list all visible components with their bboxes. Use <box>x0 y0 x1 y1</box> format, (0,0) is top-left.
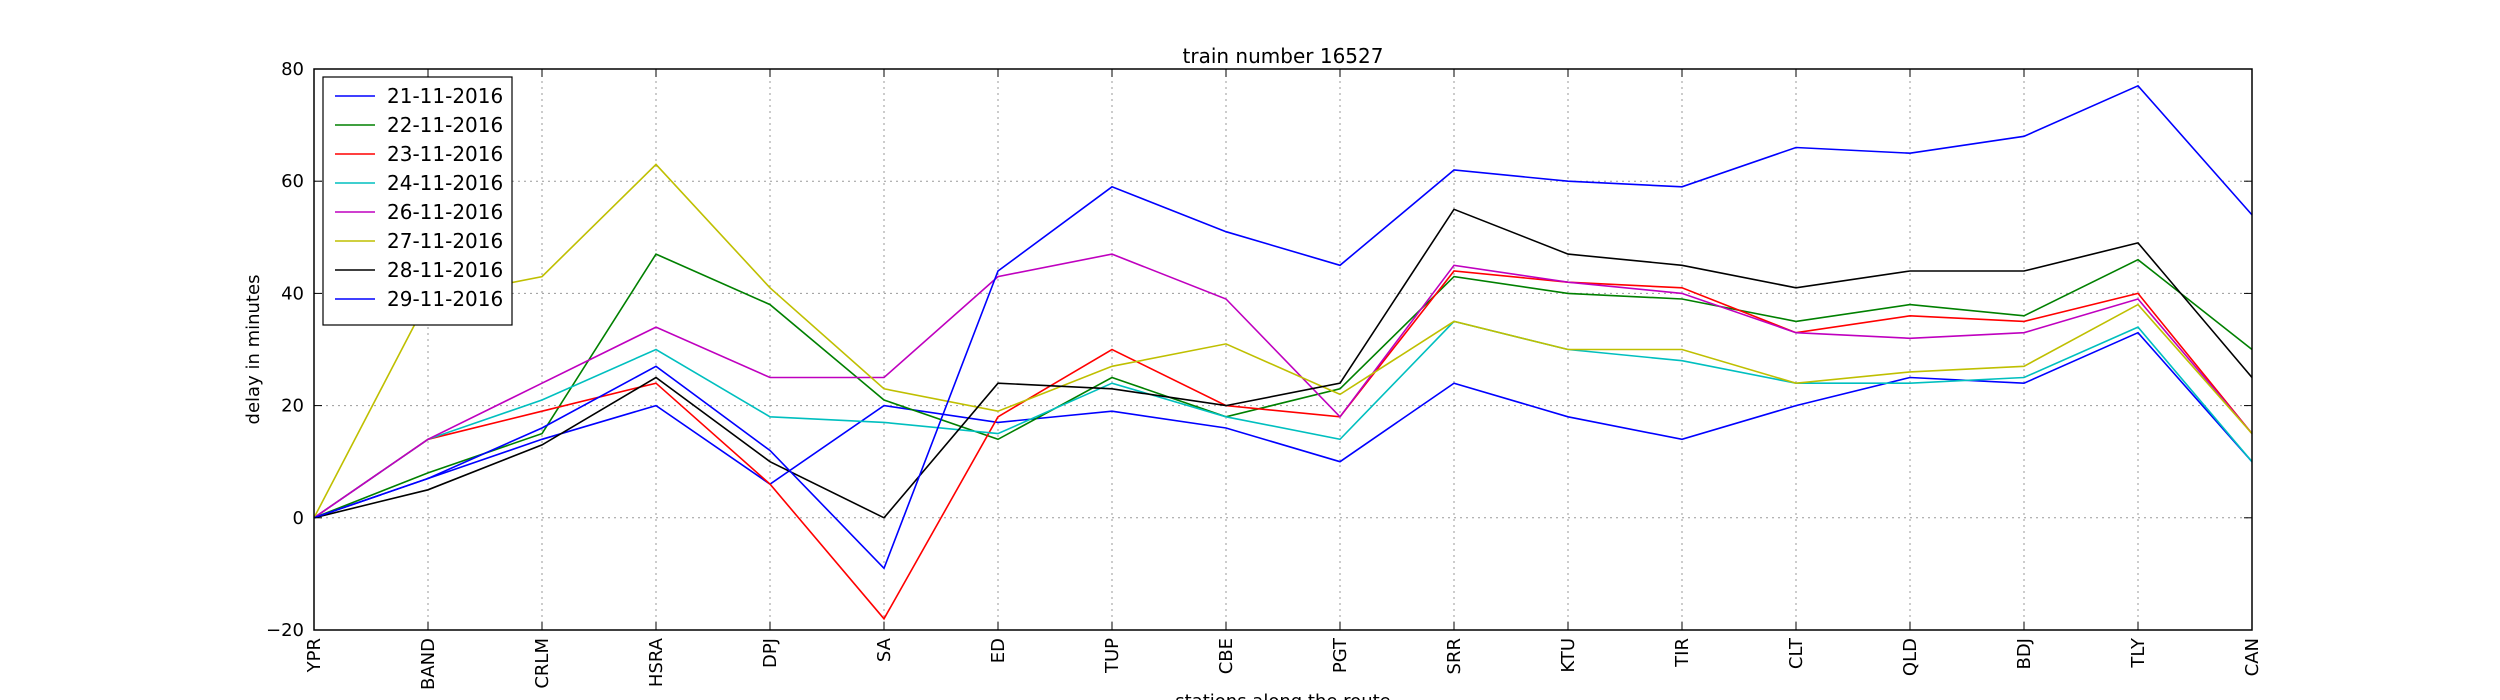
x-tick-label: BDJ <box>2014 638 2035 670</box>
x-tick-label: TIR <box>1672 638 1693 668</box>
x-tick-label: DPJ <box>760 638 781 668</box>
series-line <box>313 208 2253 519</box>
legend: 21-11-2016 22-11-2016 23-11-2016 24-11-2016… <box>322 76 513 326</box>
plot-frame <box>313 68 2253 631</box>
x-tick-label: KTU <box>1558 638 1579 673</box>
y-axis-label: delay in minutes <box>243 275 264 425</box>
x-tick-label: ED <box>988 638 1009 663</box>
x-tick-label: TLY <box>2128 637 2149 669</box>
x-tick-label: HSRA <box>646 637 667 687</box>
y-tick-label: −20 <box>266 620 304 641</box>
x-tick-label: CLT <box>1786 637 1807 669</box>
y-tick-label: 0 <box>293 508 304 529</box>
x-tick-label: CBE <box>1216 638 1237 674</box>
y-tick-label: 40 <box>281 283 304 304</box>
legend-label: 24-11-2016 <box>387 171 503 195</box>
series-line <box>313 253 2253 519</box>
chart-title: train number 16527 <box>1183 44 1384 68</box>
x-axis-label: stations along the route <box>1175 691 1390 700</box>
x-tick-label: SRR <box>1444 638 1465 674</box>
y-tick-label: 60 <box>281 171 304 192</box>
legend-box <box>322 76 513 326</box>
y-tick-label: 80 <box>281 59 304 80</box>
x-tick-label: PGT <box>1330 637 1351 673</box>
series-line <box>313 253 2253 519</box>
series-line <box>313 163 2253 519</box>
x-tick-label: BAND <box>418 638 439 690</box>
x-tick-label: TUP <box>1102 638 1123 674</box>
x-tick-label: QLD <box>1900 638 1921 676</box>
legend-label: 26-11-2016 <box>387 200 503 224</box>
series-line <box>313 320 2253 519</box>
x-tick-label: YPR <box>304 638 325 673</box>
x-tick-label: CRLM <box>532 638 553 689</box>
legend-label: 29-11-2016 <box>387 287 503 311</box>
legend-label: 27-11-2016 <box>387 229 503 253</box>
series-layer <box>313 84 2253 621</box>
legend-label: 22-11-2016 <box>387 113 503 137</box>
ticks-layer: −20 0 20 40 60 80 YPR BAND CRLM HSRA DPJ SA ED TUP CBE… <box>266 59 2263 690</box>
x-tick-label: CAN <box>2242 638 2263 676</box>
legend-label: 21-11-2016 <box>387 84 503 108</box>
x-tick-label: SA <box>874 637 895 662</box>
legend-label: 23-11-2016 <box>387 142 503 166</box>
series-line <box>313 331 2253 519</box>
legend-label: 28-11-2016 <box>387 258 503 282</box>
series-line <box>313 84 2253 570</box>
grid-layer <box>314 68 2252 631</box>
y-tick-label: 20 <box>281 396 304 417</box>
